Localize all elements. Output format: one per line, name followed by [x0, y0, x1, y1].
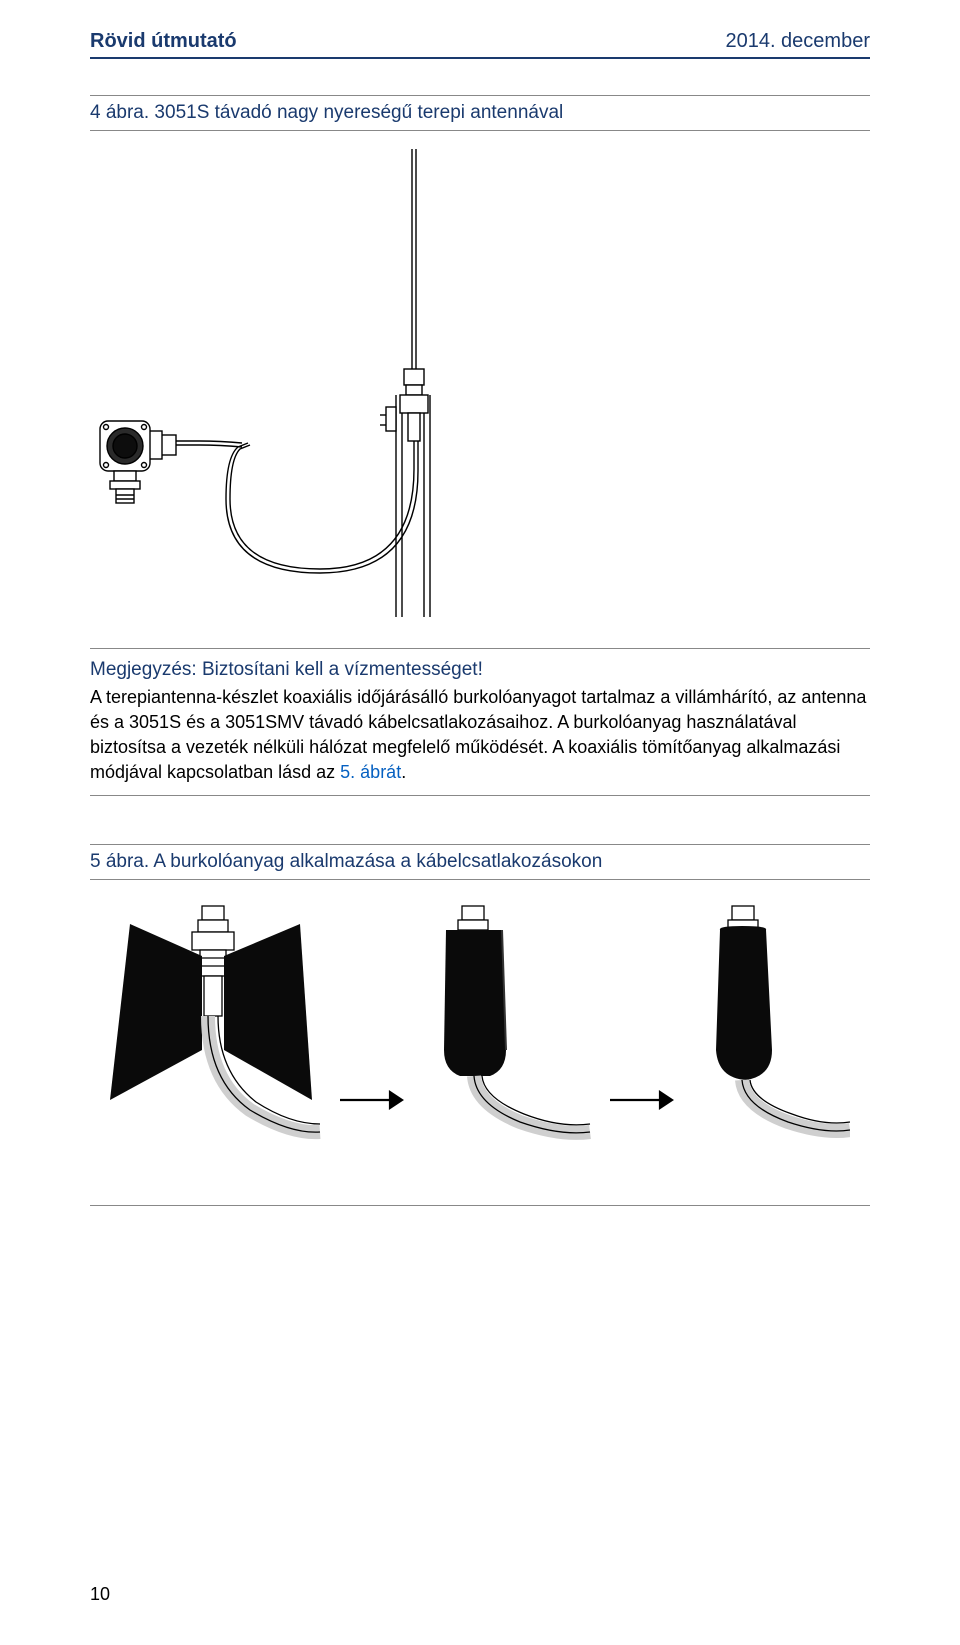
figure4-image — [90, 149, 870, 624]
figure4-caption: 4 ábra. 3051S távadó nagy nyereségű tere… — [90, 102, 563, 123]
note-body-1: A terepiantenna-készlet koaxiális időjár… — [90, 687, 866, 781]
header-title: Rövid útmutató — [90, 30, 237, 53]
page-header: Rövid útmutató 2014. december — [90, 30, 870, 59]
figure5-caption: 5 ábra. A burkolóanyag alkalmazása a káb… — [90, 851, 602, 872]
figure4-caption-block: 4 ábra. 3051S távadó nagy nyereségű tere… — [90, 95, 870, 131]
figure5-bottom-rule — [90, 1205, 870, 1206]
note-body-2: . — [401, 762, 406, 782]
page-number: 10 — [90, 1584, 110, 1605]
header-date: 2014. december — [725, 30, 870, 53]
note-block: Megjegyzés: Biztosítani kell a vízmentes… — [90, 648, 870, 796]
note-xref: 5. ábrát — [340, 762, 401, 782]
figure5-caption-block: 5 ábra. A burkolóanyag alkalmazása a káb… — [90, 844, 870, 880]
figure5-image — [90, 900, 870, 1165]
note-heading: Megjegyzés: Biztosítani kell a vízmentes… — [90, 657, 870, 683]
